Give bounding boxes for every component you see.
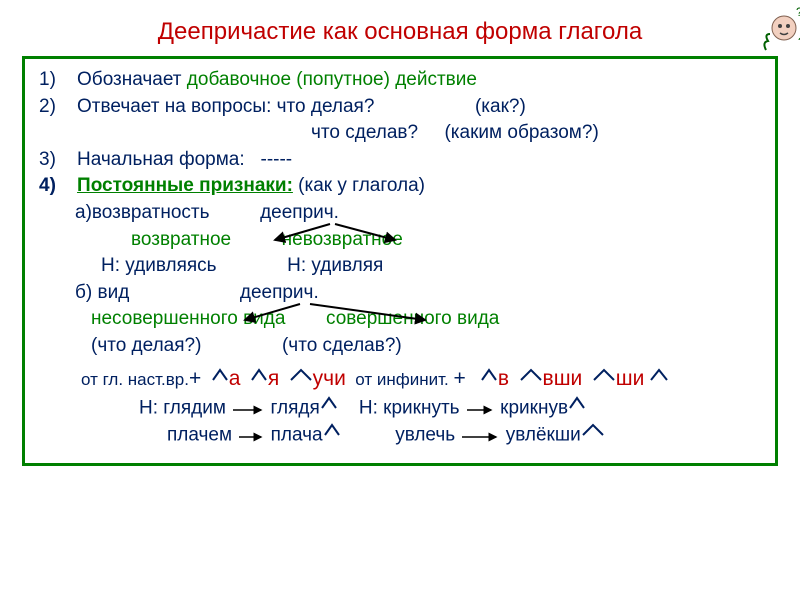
l4-a: Постоянные признаки: xyxy=(77,175,293,196)
arc-icon xyxy=(211,365,229,389)
num-4: 4) xyxy=(39,175,56,196)
line-13: плачем плача увлечь увлёкши xyxy=(167,422,761,449)
l11-plus-2: + xyxy=(453,367,465,390)
line-11: от гл. наст.вр.+ а я учи от инфинит. + в… xyxy=(81,364,761,393)
page-title: Деепричастие как основная форма глагола xyxy=(22,18,778,46)
arc-icon xyxy=(320,392,338,419)
line-7: Н: удивляясь Н: удивляя xyxy=(101,253,761,280)
l13-a: плачем xyxy=(167,424,232,445)
line-5: а)возвратность дееприч. xyxy=(75,200,761,227)
num-3: 3) xyxy=(39,149,56,170)
line-10: (что делая?) (что сделав?) xyxy=(91,333,761,360)
line-3: 3) Начальная форма: ----- xyxy=(39,147,761,174)
line-1: 1) Обозначает добавочное (попутное) дейс… xyxy=(39,67,761,94)
l3-a: Начальная форма: xyxy=(77,149,245,170)
l13-d: увлёкши xyxy=(506,424,581,445)
arrow-small-1 xyxy=(231,403,265,417)
l12-d: крикнув xyxy=(500,397,568,418)
l5-a: а)возвратность xyxy=(75,202,210,223)
l12-b: глядя xyxy=(271,397,320,418)
line-12: Н: глядим глядя Н: крикнуть крикнув xyxy=(139,395,761,422)
l6-a: возвратное xyxy=(131,229,231,250)
l10-b: (что сделав?) xyxy=(282,335,402,356)
arrow-small-4 xyxy=(460,430,500,444)
l2a-b: (каким образом?) xyxy=(444,122,598,143)
slide: ? ? ? Деепричастие как основная форма гл… xyxy=(0,0,800,484)
arrow-small-3 xyxy=(237,430,265,444)
arrow-pair-2 xyxy=(245,292,505,322)
l12-c: Н: крикнуть xyxy=(359,397,460,418)
l12-a: Н: глядим xyxy=(139,397,226,418)
suf-shi: ши xyxy=(616,367,645,390)
l7-a: Н: удивляясь xyxy=(101,255,217,276)
suf-vshi: вши xyxy=(543,367,583,390)
l1-b: добавочное (попутное) действие xyxy=(187,69,477,90)
line-2a: что сделав? (каким образом?) xyxy=(311,120,761,147)
line-8: б) вид дееприч. xyxy=(75,280,761,307)
suf-ya: я xyxy=(268,367,279,390)
arc-icon xyxy=(581,419,605,446)
arc-icon xyxy=(568,392,586,419)
l8-a: б) вид xyxy=(75,282,129,303)
arc-icon xyxy=(519,365,543,389)
l3-b: ----- xyxy=(261,149,293,170)
l11-b: от инфинит. xyxy=(355,370,448,389)
arrow-pair-1 xyxy=(275,212,475,242)
l11-plus-1: + xyxy=(189,367,201,390)
num-2: 2) xyxy=(39,96,56,117)
arrow-small-2 xyxy=(465,403,495,417)
content-box: 1) Обозначает добавочное (попутное) дейс… xyxy=(22,56,778,466)
svg-text:?: ? xyxy=(796,5,800,19)
l2-a: Отвечает на вопросы: что делая? xyxy=(77,96,374,117)
suf-v: в xyxy=(498,367,509,390)
l11-a: от гл. наст.вр. xyxy=(81,370,189,389)
l13-b: плача xyxy=(271,424,323,445)
arc-icon xyxy=(649,365,669,389)
l2-b: (как?) xyxy=(475,96,526,117)
suf-a: а xyxy=(229,367,241,390)
l2a-a: что сделав? xyxy=(311,122,418,143)
l7-b: Н: удивляя xyxy=(287,255,383,276)
l13-c: увлечь xyxy=(395,424,455,445)
arc-icon xyxy=(592,365,616,389)
l10-a: (что делая?) xyxy=(91,335,201,356)
suf-uchi: учи xyxy=(313,367,346,390)
arc-icon xyxy=(289,365,313,389)
arc-icon xyxy=(250,365,268,389)
line-2: 2) Отвечает на вопросы: что делая? (как?… xyxy=(39,94,761,121)
l4-b: (как у глагола) xyxy=(293,175,425,196)
arc-icon xyxy=(480,365,498,389)
arc-icon xyxy=(323,419,341,446)
num-1: 1) xyxy=(39,69,56,90)
l1-a: Обозначает xyxy=(77,69,187,90)
line-4: 4) Постоянные признаки: (как у глагола) xyxy=(39,173,761,200)
